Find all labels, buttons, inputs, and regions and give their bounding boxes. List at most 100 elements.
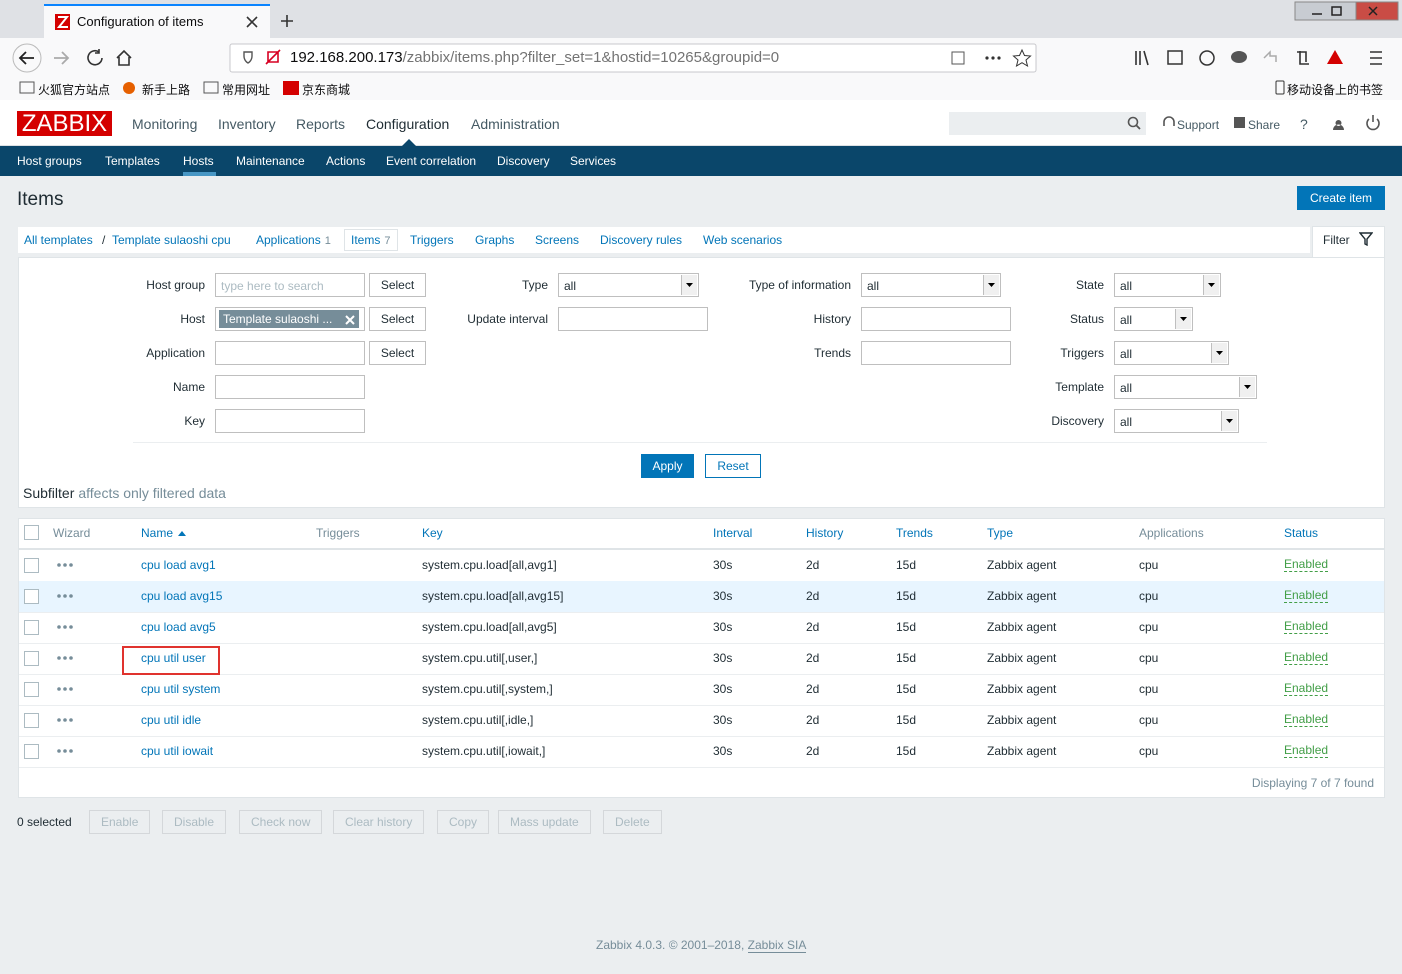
- help-link[interactable]: ?: [1300, 116, 1308, 132]
- main-menu-item[interactable]: Monitoring: [132, 116, 198, 132]
- tab-label[interactable]: Screens: [535, 233, 580, 247]
- main-menu-item[interactable]: Inventory: [218, 116, 276, 132]
- tab-label[interactable]: Web scenarios: [703, 233, 783, 247]
- select-button[interactable]: Select: [369, 341, 426, 365]
- apply-button[interactable]: Apply: [641, 454, 694, 478]
- status-link[interactable]: Enabled: [1284, 619, 1329, 634]
- row-checkbox[interactable]: [24, 589, 39, 604]
- filter-select[interactable]: all: [1114, 409, 1239, 433]
- status-link[interactable]: Enabled: [1284, 681, 1329, 696]
- column-header[interactable]: History: [806, 526, 844, 540]
- item-name-link[interactable]: cpu util iowait: [141, 744, 214, 758]
- tab-label[interactable]: Triggers: [410, 233, 454, 247]
- tab-label[interactable]: Applications: [256, 233, 321, 247]
- support-link[interactable]: Support: [1177, 118, 1220, 132]
- tab-label[interactable]: Discovery rules: [600, 233, 683, 247]
- status-link[interactable]: Enabled: [1284, 557, 1329, 572]
- tab-title[interactable]: Configuration of items: [77, 14, 204, 29]
- filter-select[interactable]: all: [1114, 375, 1257, 399]
- item-name-link[interactable]: cpu util system: [141, 682, 221, 696]
- submenu-item[interactable]: Maintenance: [236, 154, 305, 168]
- filter-select[interactable]: all: [861, 273, 1001, 297]
- submenu-item[interactable]: Discovery: [497, 154, 550, 168]
- status-link[interactable]: Enabled: [1284, 588, 1329, 603]
- column-header[interactable]: Type: [987, 526, 1014, 540]
- column-header[interactable]: Status: [1284, 526, 1319, 540]
- bookmark[interactable]: 火狐官方站点: [38, 83, 111, 97]
- status-link[interactable]: Enabled: [1284, 650, 1329, 665]
- url-bar[interactable]: 192.168.200.173/zabbix/items.php?filter_…: [290, 49, 779, 66]
- select-button[interactable]: Select: [369, 273, 426, 297]
- row-checkbox[interactable]: [24, 682, 39, 697]
- select-button[interactable]: Select: [369, 307, 426, 331]
- tab-label[interactable]: Graphs: [475, 233, 515, 247]
- item-name-link[interactable]: cpu util user: [141, 651, 206, 665]
- status-link[interactable]: Enabled: [1284, 712, 1329, 727]
- filter-select[interactable]: all: [1114, 273, 1221, 297]
- breadcrumb-template[interactable]: Template sulaoshi cpu: [112, 233, 231, 247]
- breadcrumb-tab[interactable]: Discovery rules: [600, 233, 682, 247]
- breadcrumb-tab[interactable]: Items 7: [351, 233, 390, 247]
- host-tag[interactable]: Template sulaoshi ...: [219, 310, 359, 328]
- mobile-bookmarks[interactable]: 移动设备上的书签: [1287, 83, 1384, 97]
- column-header[interactable]: Interval: [713, 526, 753, 540]
- column-header[interactable]: Key: [422, 526, 443, 540]
- submenu-item[interactable]: Templates: [105, 154, 160, 168]
- tab-label[interactable]: Items: [351, 233, 381, 247]
- row-checkbox[interactable]: [24, 620, 39, 635]
- filter-select[interactable]: all: [1114, 341, 1229, 365]
- filter-input[interactable]: [861, 341, 1011, 365]
- status-link[interactable]: Enabled: [1284, 743, 1329, 758]
- share-link[interactable]: Share: [1248, 118, 1281, 132]
- breadcrumb-tab[interactable]: Graphs: [475, 233, 514, 247]
- breadcrumb-tab[interactable]: Screens: [535, 233, 579, 247]
- filter-select[interactable]: all: [1114, 307, 1193, 331]
- footer-link[interactable]: Zabbix SIA: [747, 938, 807, 953]
- create-item-button[interactable]: Create item: [1297, 186, 1385, 210]
- bookmark[interactable]: 京东商城: [302, 83, 351, 97]
- row-checkbox[interactable]: [24, 558, 39, 573]
- submenu-item[interactable]: Services: [570, 154, 617, 168]
- bookmark[interactable]: 常用网址: [222, 83, 271, 97]
- main-menu-item[interactable]: Administration: [471, 116, 560, 132]
- filter-input[interactable]: type here to search: [215, 273, 365, 297]
- item-name-link[interactable]: cpu util idle: [141, 713, 202, 727]
- submenu-item[interactable]: Hosts: [183, 154, 214, 168]
- reset-button[interactable]: Reset: [705, 454, 761, 478]
- breadcrumb-all[interactable]: All templates: [24, 233, 93, 247]
- submenu-item[interactable]: Event correlation: [386, 154, 477, 168]
- filter-tab[interactable]: [1312, 226, 1385, 258]
- filter-input[interactable]: Template sulaoshi ...: [215, 307, 365, 331]
- item-name-link[interactable]: cpu load avg5: [141, 620, 216, 634]
- submenu-item[interactable]: Host groups: [17, 154, 82, 168]
- submenu-item[interactable]: Actions: [326, 154, 366, 168]
- filter-input[interactable]: [861, 307, 1011, 331]
- row-checkbox[interactable]: [24, 651, 39, 666]
- filter-select[interactable]: all: [558, 273, 699, 297]
- filter-input[interactable]: [558, 307, 708, 331]
- select-value: all: [564, 279, 577, 293]
- main-menu-item[interactable]: Reports: [296, 116, 346, 132]
- search-box[interactable]: [949, 112, 1146, 135]
- bookmark[interactable]: 新手上路: [142, 83, 191, 97]
- row-checkbox[interactable]: [24, 713, 39, 728]
- cell-trends: 15d: [896, 558, 917, 572]
- main-menu-item[interactable]: Configuration: [366, 116, 450, 132]
- active-tab[interactable]: [44, 4, 270, 38]
- filter-input[interactable]: [215, 341, 365, 365]
- filter-input[interactable]: [215, 409, 365, 433]
- select-all-checkbox[interactable]: [24, 525, 39, 540]
- breadcrumb-tab[interactable]: Applications 1: [256, 233, 331, 247]
- column-header[interactable]: Name: [141, 526, 174, 540]
- logo[interactable]: ZABBIX: [17, 111, 112, 136]
- filter-input[interactable]: [215, 375, 365, 399]
- filter-tab-label[interactable]: Filter: [1323, 233, 1350, 247]
- breadcrumb-tab[interactable]: Triggers: [410, 233, 454, 247]
- breadcrumb-tab[interactable]: Web scenarios: [703, 233, 782, 247]
- item-name-link[interactable]: cpu load avg15: [141, 589, 223, 603]
- row-checkbox[interactable]: [24, 744, 39, 759]
- filter-funnel: [1359, 232, 1373, 246]
- column-header[interactable]: Trends: [896, 526, 933, 540]
- remove-tag[interactable]: [345, 314, 355, 328]
- item-name-link[interactable]: cpu load avg1: [141, 558, 216, 572]
